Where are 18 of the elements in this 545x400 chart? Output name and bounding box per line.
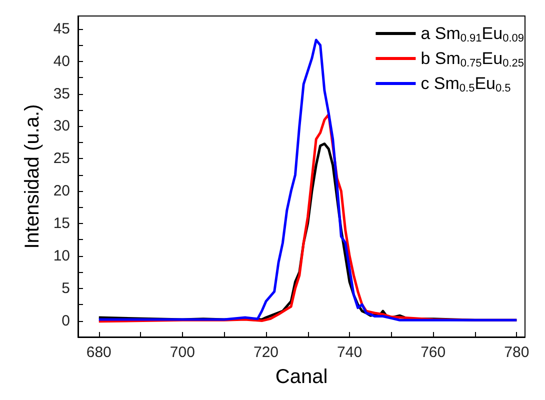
x-tick-label: 780 bbox=[504, 344, 530, 361]
x-tick-label: 720 bbox=[253, 344, 279, 361]
x-axis-title: Canal bbox=[275, 366, 328, 388]
y-tick-label: 40 bbox=[53, 52, 70, 70]
x-tick-label: 760 bbox=[420, 344, 446, 361]
y-tick-label: 20 bbox=[53, 182, 70, 200]
y-axis-title: Intensidad (u.a.) bbox=[21, 104, 44, 249]
y-tick-label: 0 bbox=[62, 312, 70, 330]
x-tick-label: 740 bbox=[337, 344, 362, 361]
y-tick-label: 10 bbox=[53, 247, 70, 264]
x-tick-label: 700 bbox=[170, 344, 195, 361]
x-tick-label: 680 bbox=[86, 344, 112, 361]
y-tick-label: 5 bbox=[62, 280, 70, 297]
y-tick-label: 30 bbox=[53, 118, 70, 135]
y-tick-label: 45 bbox=[53, 20, 70, 38]
y-tick-label: 15 bbox=[53, 215, 70, 232]
y-tick-label: 25 bbox=[53, 150, 70, 168]
y-tick-label: 35 bbox=[53, 85, 70, 102]
